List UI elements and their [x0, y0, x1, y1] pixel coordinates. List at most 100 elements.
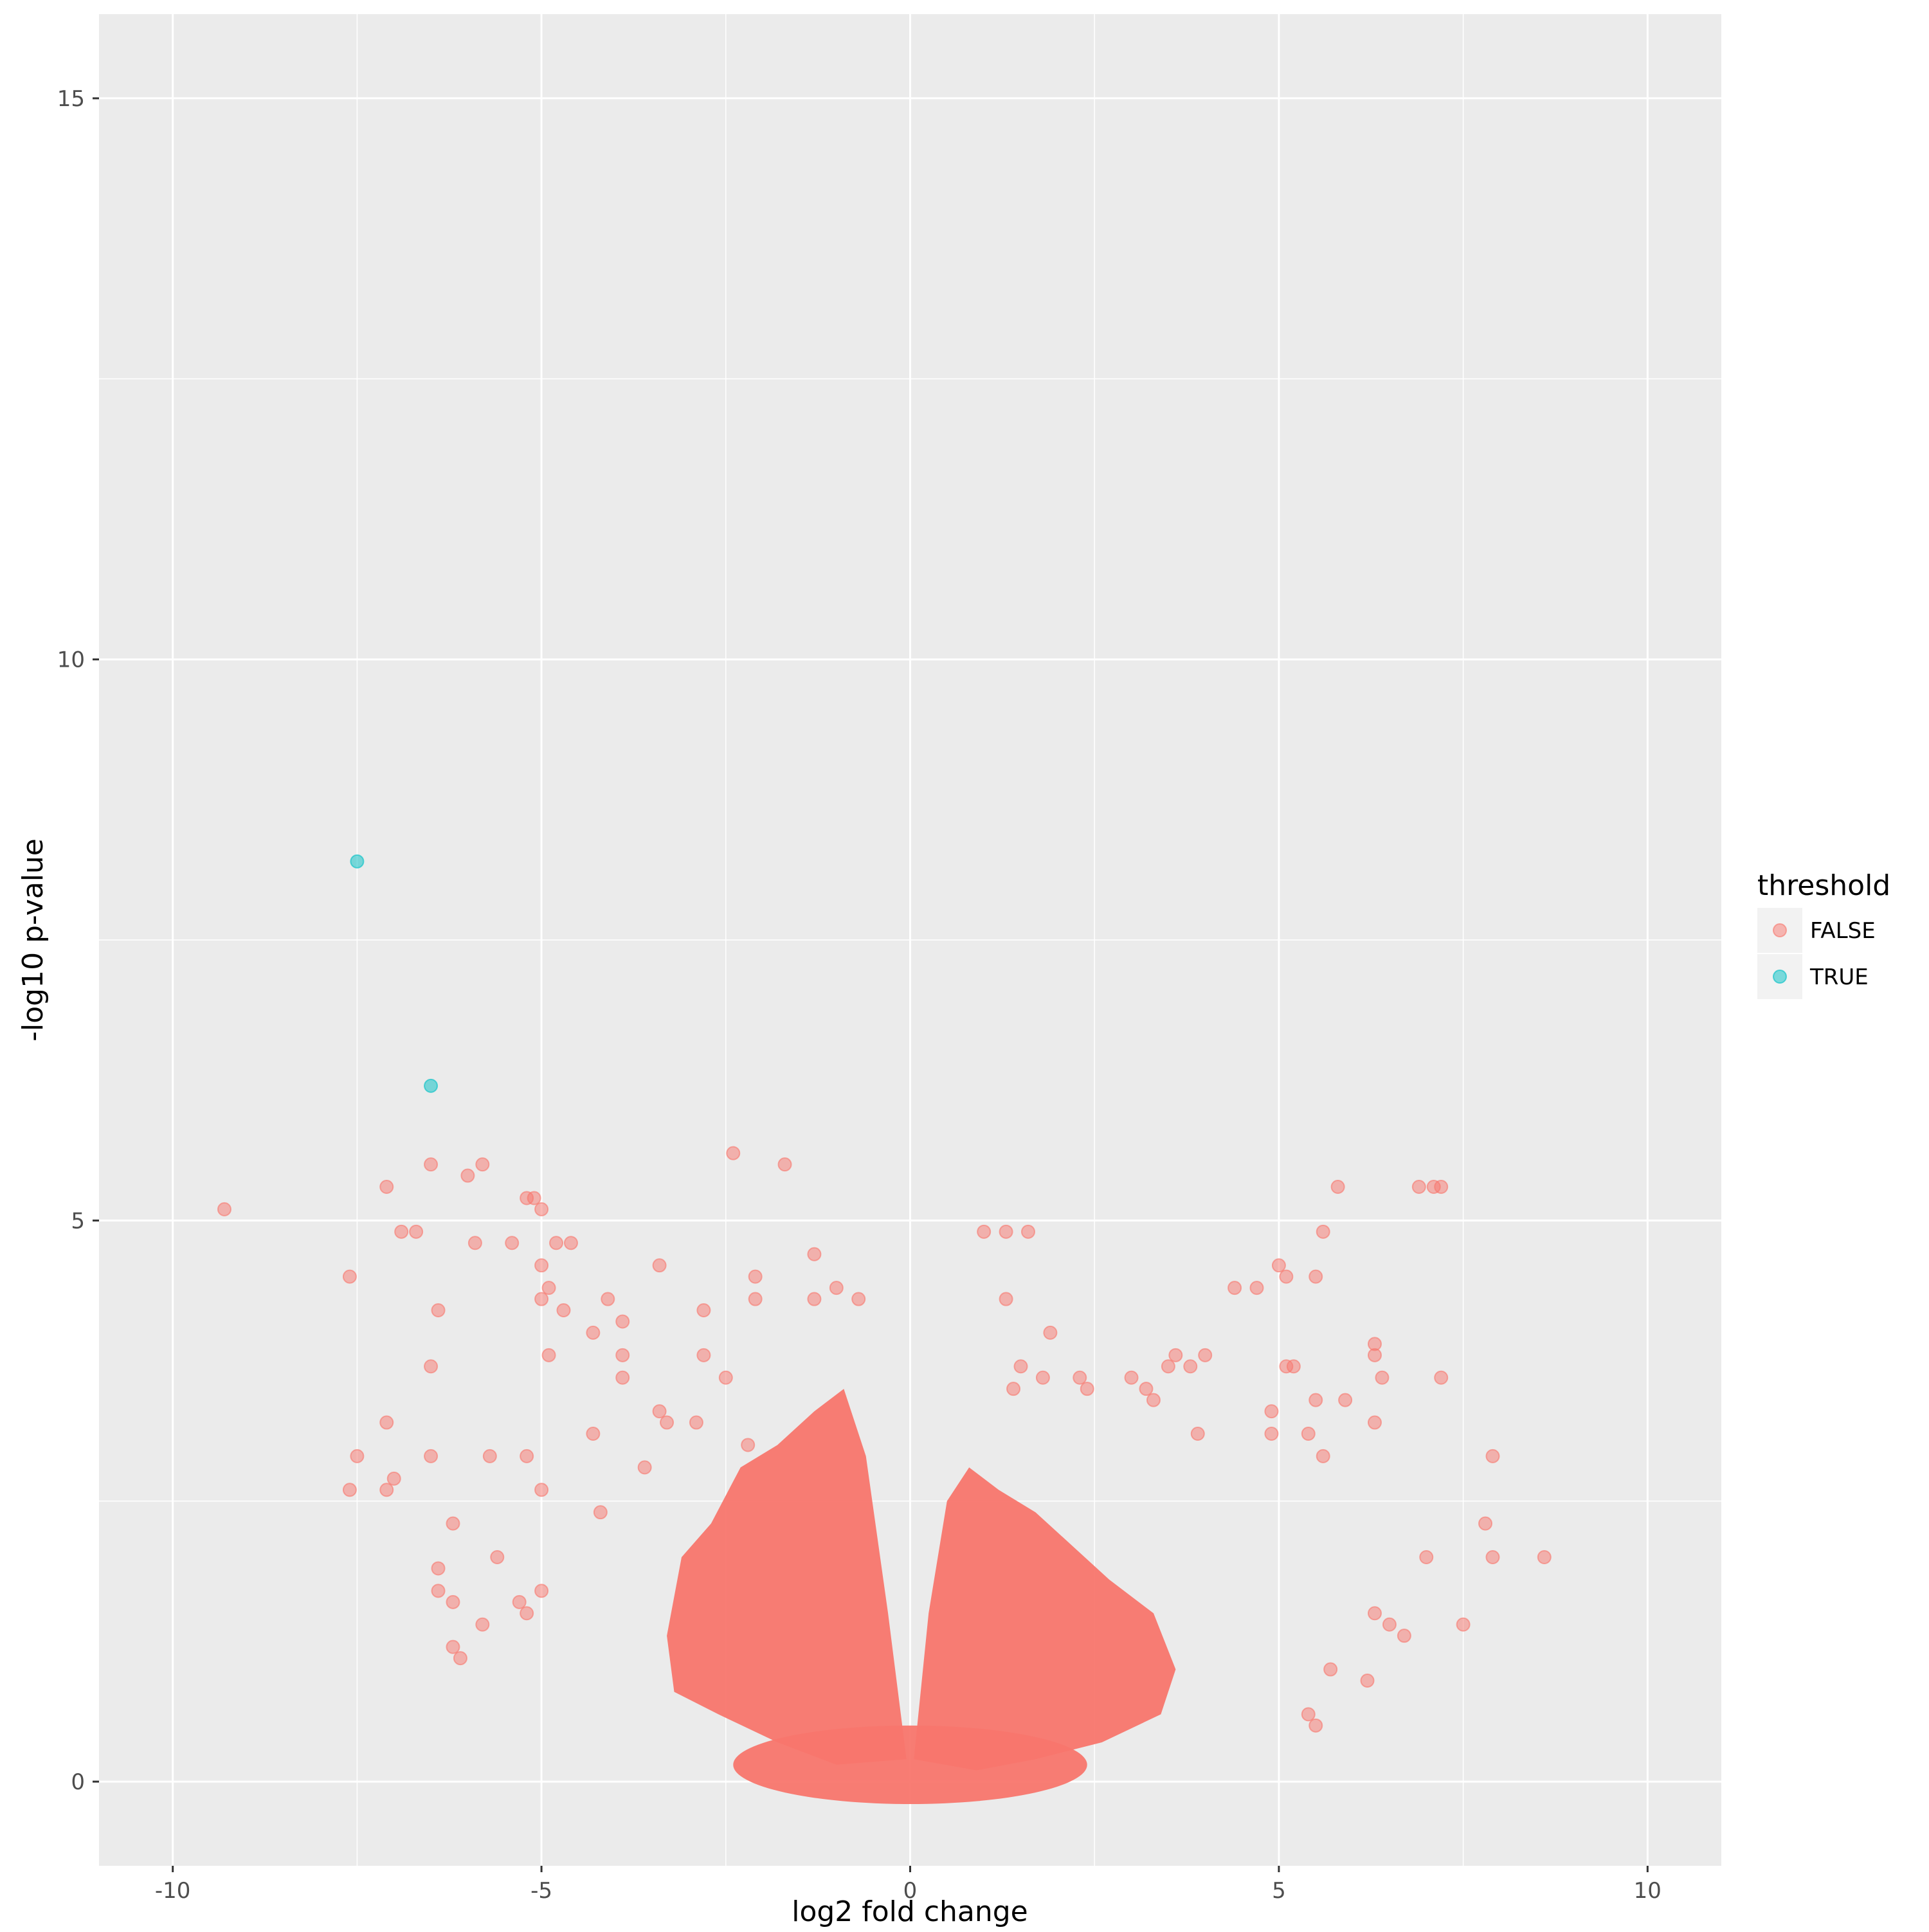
legend-label-true: TRUE — [1809, 964, 1869, 990]
point-false — [851, 1292, 866, 1306]
point-false — [807, 1292, 822, 1306]
point-false — [1124, 1370, 1139, 1385]
point-false — [652, 1404, 667, 1419]
point-false — [726, 1146, 741, 1160]
point-false — [748, 1292, 763, 1306]
point-false — [1183, 1359, 1198, 1374]
point-true — [350, 854, 365, 869]
point-false — [1485, 1449, 1500, 1463]
point-false — [1264, 1427, 1279, 1441]
point-false — [777, 1157, 792, 1172]
y-tick-labels: 0 5 10 15 — [57, 86, 85, 1795]
point-false — [1537, 1550, 1552, 1564]
point-false — [431, 1584, 446, 1598]
point-false — [1426, 1180, 1441, 1194]
y-tick-label: 10 — [57, 647, 85, 673]
point-false — [748, 1269, 763, 1284]
point-false — [379, 1483, 394, 1497]
legend: threshold FALSE TRUE — [1757, 869, 1890, 999]
point-false — [1397, 1629, 1411, 1643]
point-false — [342, 1483, 357, 1497]
x-tick-label: -5 — [530, 1878, 552, 1904]
point-false — [1301, 1707, 1316, 1722]
legend-title: threshold — [1757, 869, 1890, 902]
point-false — [1198, 1348, 1213, 1362]
point-false — [475, 1157, 490, 1172]
point-false — [1330, 1180, 1345, 1194]
point-false — [1338, 1393, 1353, 1407]
point-false — [490, 1550, 505, 1564]
point-false — [601, 1292, 615, 1306]
point-false — [534, 1202, 549, 1216]
point-false — [977, 1224, 992, 1239]
legend-marker-true — [1773, 970, 1787, 984]
point-false — [482, 1449, 497, 1463]
x-axis-title: log2 fold change — [792, 1895, 1028, 1928]
false-cluster-left — [667, 1389, 907, 1765]
point-false — [829, 1281, 844, 1296]
point-false — [527, 1191, 541, 1205]
point-false — [541, 1281, 556, 1296]
point-false — [1080, 1382, 1094, 1396]
legend-label-false: FALSE — [1810, 918, 1876, 944]
y-tick-label: 0 — [71, 1769, 85, 1795]
point-false — [424, 1157, 439, 1172]
point-false — [1301, 1427, 1316, 1441]
point-false — [379, 1180, 394, 1194]
y-tick-label: 5 — [71, 1208, 85, 1234]
point-false — [1020, 1224, 1035, 1239]
point-false — [1190, 1427, 1205, 1441]
point-false — [534, 1483, 549, 1497]
x-tick-label: 5 — [1272, 1878, 1286, 1904]
point-false — [1375, 1370, 1390, 1385]
point-false — [409, 1224, 424, 1239]
point-false — [718, 1370, 733, 1385]
point-false — [453, 1651, 467, 1666]
point-false — [217, 1202, 231, 1216]
point-false — [1316, 1449, 1330, 1463]
point-false — [1309, 1393, 1323, 1407]
x-tick-label: 0 — [903, 1878, 918, 1904]
point-false — [660, 1415, 675, 1430]
point-false — [593, 1505, 608, 1520]
point-false — [696, 1303, 711, 1317]
point-false — [467, 1236, 482, 1250]
point-false — [1367, 1415, 1382, 1430]
point-false — [1279, 1269, 1294, 1284]
point-false — [1316, 1224, 1330, 1239]
point-false — [446, 1639, 460, 1654]
x-tick-label: -10 — [155, 1878, 191, 1904]
point-false — [615, 1348, 630, 1362]
point-false — [342, 1269, 357, 1284]
point-false — [615, 1370, 630, 1385]
point-false — [586, 1325, 601, 1340]
point-false — [431, 1303, 446, 1317]
point-false — [1367, 1348, 1382, 1362]
point-false — [549, 1236, 564, 1250]
point-false — [1146, 1393, 1161, 1407]
point-false — [460, 1168, 475, 1183]
point-false — [1043, 1325, 1058, 1340]
point-false — [1323, 1662, 1338, 1677]
y-axis-title: -log10 p-value — [17, 838, 50, 1042]
point-false — [696, 1348, 711, 1362]
point-false — [1419, 1550, 1434, 1564]
point-false — [1073, 1370, 1087, 1385]
point-false — [431, 1561, 446, 1576]
point-false — [520, 1449, 534, 1463]
point-false — [350, 1449, 365, 1463]
point-false — [1456, 1617, 1471, 1632]
point-false — [1139, 1382, 1154, 1396]
y-tick-label: 15 — [57, 86, 85, 112]
point-false — [379, 1415, 394, 1430]
legend-marker-false — [1773, 923, 1787, 937]
point-false — [534, 1584, 549, 1598]
point-false — [689, 1415, 703, 1430]
point-false — [541, 1348, 556, 1362]
point-false — [512, 1594, 527, 1609]
point-false — [1168, 1348, 1183, 1362]
grid-major — [99, 14, 1721, 1866]
point-false — [1478, 1516, 1493, 1531]
point-false — [1434, 1370, 1449, 1385]
point-false — [615, 1314, 630, 1329]
